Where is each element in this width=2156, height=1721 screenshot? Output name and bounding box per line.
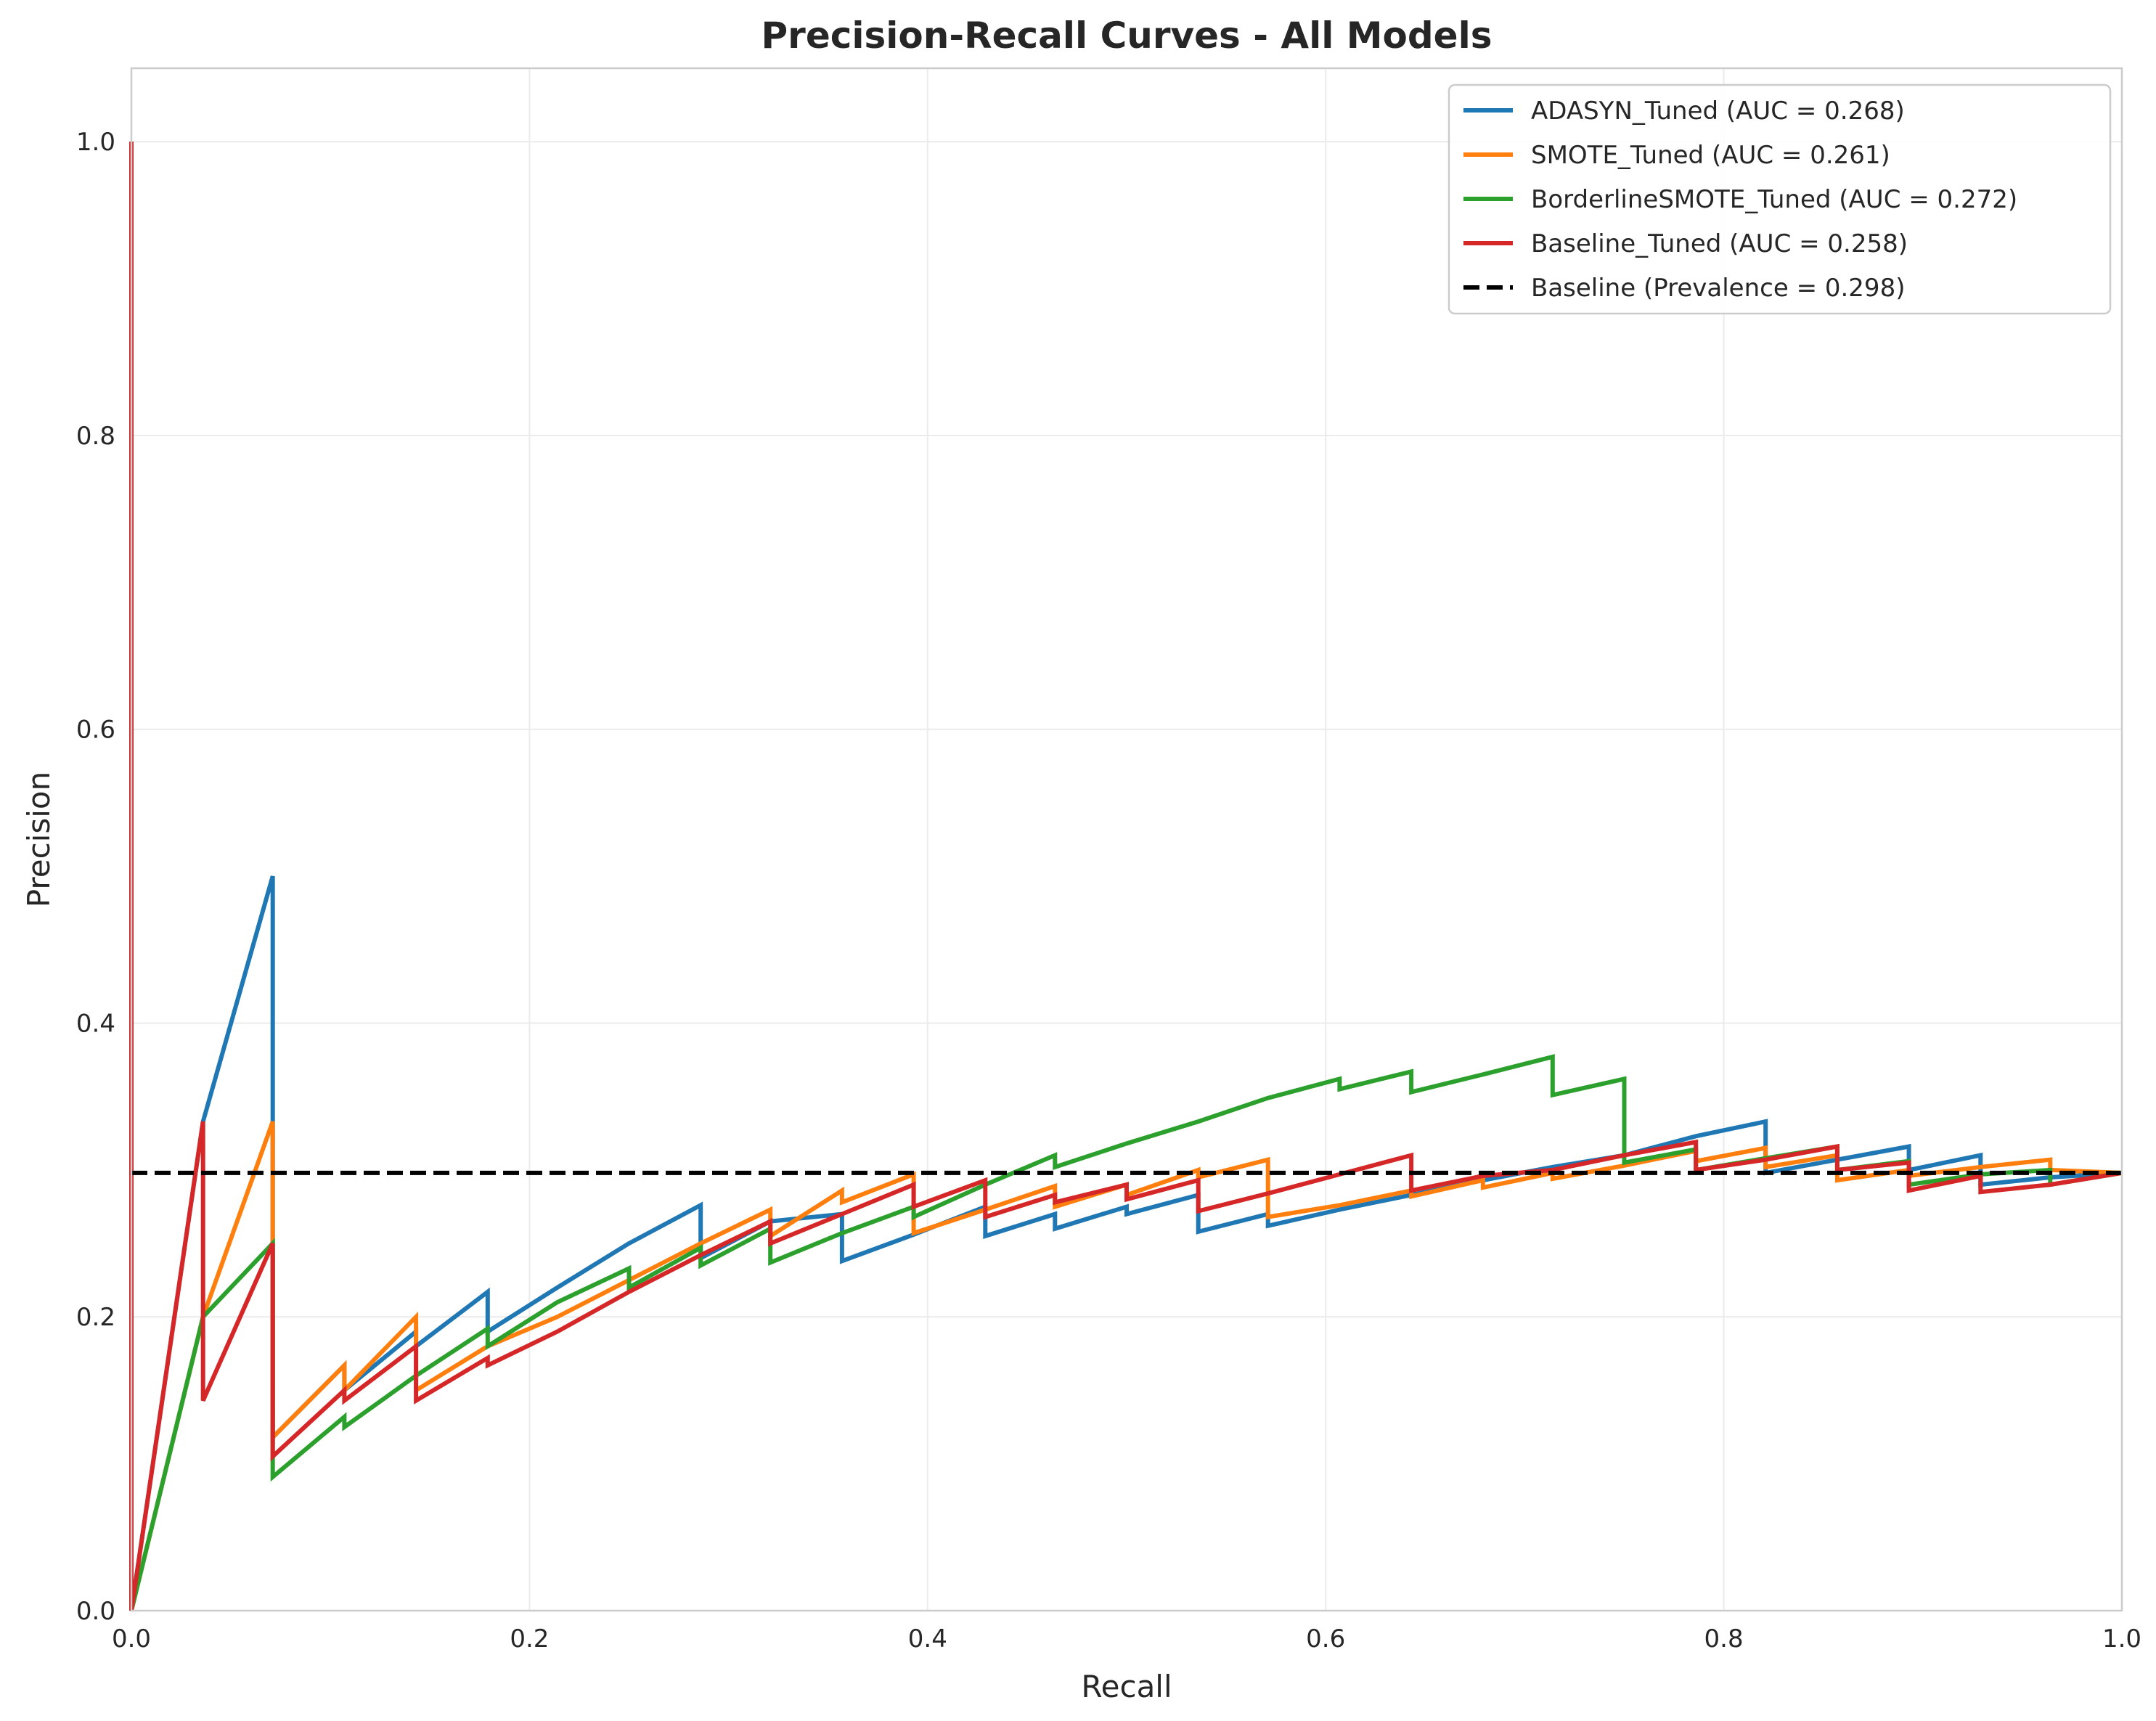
y-tick-label: 0.4 bbox=[76, 1009, 115, 1038]
legend-label: Baseline_Tuned (AUC = 0.258) bbox=[1531, 229, 1908, 258]
y-tick-label: 1.0 bbox=[76, 128, 115, 157]
x-tick-label: 0.2 bbox=[510, 1624, 549, 1653]
legend-box bbox=[1447, 83, 2112, 315]
series-layer bbox=[129, 142, 2123, 1611]
grid bbox=[131, 68, 2123, 1611]
tick-labels: 0.0 0.2 0.4 0.6 0.8 1.0 0.0 0.2 0.4 0.6 0.8 1.0 bbox=[76, 128, 2141, 1653]
y-tick-label: 0.0 bbox=[76, 1597, 115, 1626]
x-tick-label: 0.6 bbox=[1306, 1624, 1345, 1653]
legend-label: Baseline (Prevalence = 0.298) bbox=[1531, 274, 1905, 303]
legend-label: ADASYN_Tuned (AUC = 0.268) bbox=[1531, 97, 1905, 126]
plot-frame bbox=[130, 67, 2123, 1612]
y-tick-label: 0.8 bbox=[76, 422, 115, 451]
x-tick-label: 0.4 bbox=[908, 1624, 947, 1653]
y-tick-label: 0.6 bbox=[76, 716, 115, 745]
legend-label: SMOTE_Tuned (AUC = 0.261) bbox=[1531, 141, 1890, 170]
x-axis-label: Recall bbox=[1081, 1669, 1172, 1704]
legend: ADASYN_Tuned (AUC = 0.268) SMOTE_Tuned (A… bbox=[1447, 83, 2112, 315]
legend-label: BorderlineSMOTE_Tuned (AUC = 0.272) bbox=[1531, 185, 2017, 214]
y-axis-label: Precision bbox=[21, 772, 57, 907]
y-tick-label: 0.2 bbox=[76, 1303, 115, 1332]
series-line-baseline-tuned bbox=[129, 142, 2123, 1611]
chart-title: Precision-Recall Curves - All Models bbox=[761, 15, 1493, 57]
x-tick-label: 0.8 bbox=[1704, 1624, 1744, 1653]
x-tick-label: 1.0 bbox=[2102, 1624, 2141, 1653]
x-tick-label: 0.0 bbox=[112, 1624, 151, 1653]
